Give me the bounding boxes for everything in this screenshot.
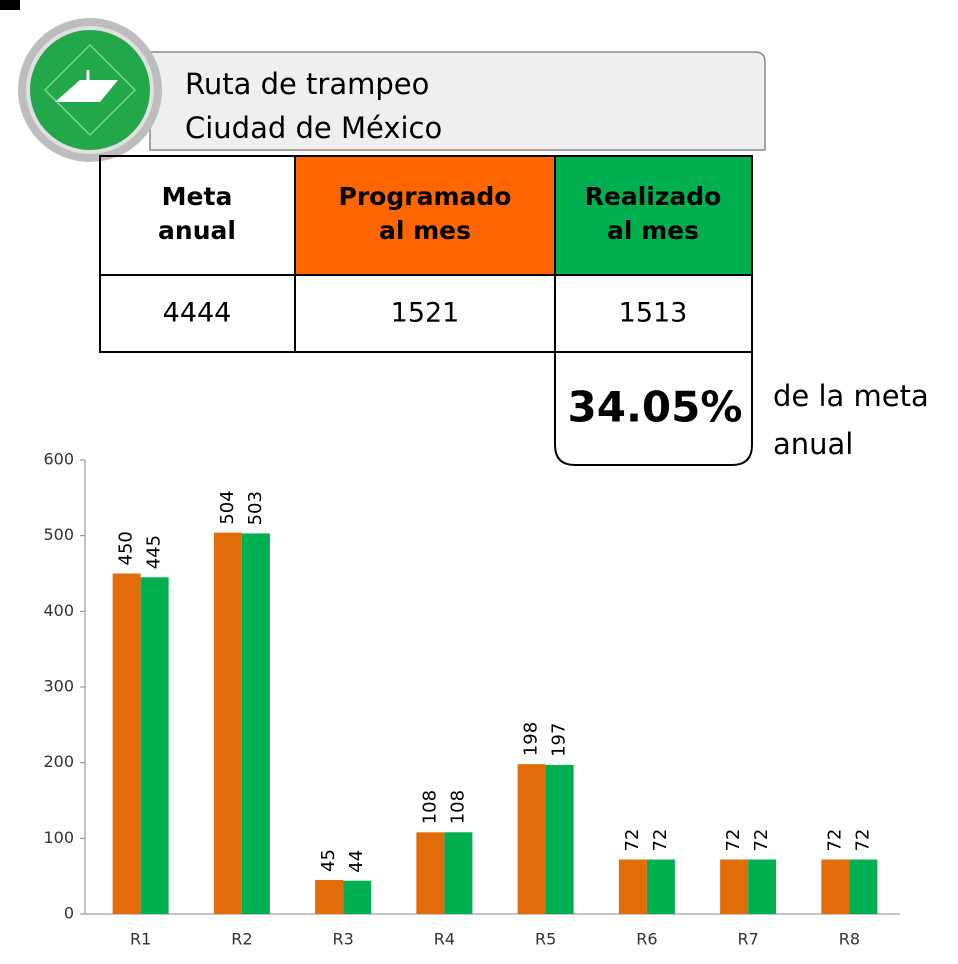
bar bbox=[720, 859, 749, 914]
table-cell: 1513 bbox=[619, 298, 688, 329]
table-grid bbox=[99, 155, 753, 353]
x-tick-label: R5 bbox=[535, 930, 556, 949]
bar bbox=[821, 859, 850, 914]
bar bbox=[545, 764, 574, 914]
x-tick-label: R7 bbox=[737, 930, 758, 949]
bar bbox=[315, 879, 344, 914]
bar bbox=[416, 832, 445, 914]
header-title: Ruta de trampeo bbox=[185, 67, 429, 101]
x-tick-label: R4 bbox=[434, 930, 455, 949]
data-label: 72 bbox=[824, 829, 845, 852]
y-tick-label: 300 bbox=[43, 677, 74, 696]
table-cell: 4444 bbox=[163, 298, 232, 329]
bar bbox=[517, 764, 546, 914]
data-label: 72 bbox=[622, 829, 643, 852]
bar bbox=[646, 859, 675, 914]
x-tick-label: R2 bbox=[231, 930, 252, 949]
corner-mark bbox=[0, 0, 20, 10]
data-label: 198 bbox=[521, 722, 542, 756]
x-tick-label: R3 bbox=[332, 930, 353, 949]
data-label: 72 bbox=[650, 829, 671, 852]
data-label: 504 bbox=[217, 490, 238, 524]
data-label: 445 bbox=[144, 535, 165, 569]
data-label: 197 bbox=[549, 723, 570, 757]
data-label: 503 bbox=[245, 491, 266, 525]
y-tick-label: 0 bbox=[64, 904, 74, 923]
data-label: 108 bbox=[419, 790, 440, 824]
bar bbox=[343, 880, 372, 914]
y-tick-label: 600 bbox=[43, 450, 74, 469]
caption: anual bbox=[773, 427, 853, 461]
header-cell-bg bbox=[295, 156, 555, 275]
header-subtitle: Ciudad de México bbox=[185, 111, 442, 145]
y-tick-label: 200 bbox=[43, 752, 74, 771]
table-header: Realizado bbox=[585, 182, 722, 211]
table-header: anual bbox=[158, 216, 236, 245]
data-label: 45 bbox=[318, 849, 339, 872]
bar bbox=[444, 832, 473, 914]
data-label: 44 bbox=[346, 850, 367, 873]
percent-box bbox=[554, 352, 753, 466]
x-tick-label: R1 bbox=[130, 930, 151, 949]
bar bbox=[849, 859, 878, 914]
table-header: Meta bbox=[162, 182, 233, 211]
bar bbox=[213, 532, 242, 914]
logo-diamond bbox=[43, 43, 137, 137]
header-box bbox=[149, 51, 766, 151]
table-header: al mes bbox=[607, 216, 699, 245]
x-tick-label: R8 bbox=[839, 930, 860, 949]
caption: de la meta bbox=[773, 379, 929, 413]
x-tick-label: R6 bbox=[636, 930, 657, 949]
table-header: al mes bbox=[379, 216, 471, 245]
data-label: 72 bbox=[751, 829, 772, 852]
percent: 34.05% bbox=[568, 383, 743, 432]
data-label: 72 bbox=[852, 829, 873, 852]
bar bbox=[618, 859, 647, 914]
bar bbox=[241, 533, 270, 914]
logo-roof bbox=[55, 80, 118, 102]
table-cell: 1521 bbox=[391, 298, 460, 329]
y-tick-label: 400 bbox=[43, 601, 74, 620]
bar bbox=[748, 859, 777, 914]
header-cell-bg bbox=[555, 156, 752, 275]
bar bbox=[140, 577, 169, 914]
data-label: 450 bbox=[116, 531, 137, 565]
data-label: 72 bbox=[723, 829, 744, 852]
data-label: 108 bbox=[447, 790, 468, 824]
y-tick-label: 100 bbox=[43, 828, 74, 847]
bar bbox=[112, 573, 141, 914]
table-header: Programado bbox=[339, 182, 512, 211]
y-tick-label: 500 bbox=[43, 525, 74, 544]
